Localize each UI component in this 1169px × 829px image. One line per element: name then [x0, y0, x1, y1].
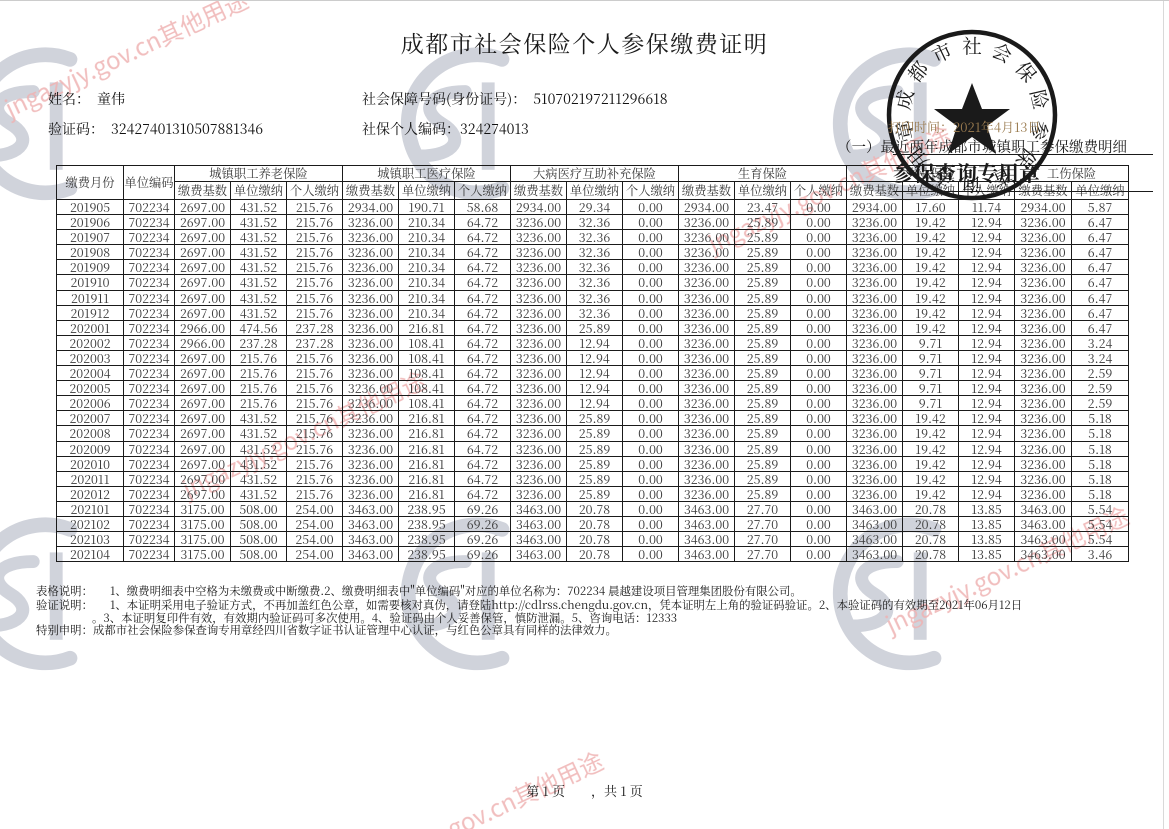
svg-text:市: 市	[927, 35, 957, 69]
svg-text:都: 都	[900, 55, 934, 88]
svg-text:成: 成	[888, 87, 920, 112]
svg-text:社: 社	[962, 31, 982, 59]
svg-text:险: 险	[1024, 87, 1056, 112]
svg-text:保: 保	[1010, 55, 1044, 88]
svg-text:会: 会	[988, 35, 1018, 69]
